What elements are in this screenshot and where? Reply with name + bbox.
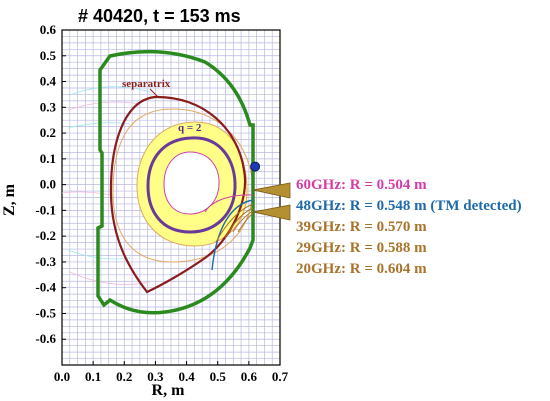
outer-flux-surface: [112, 108, 254, 263]
q2-flux-surface: [146, 136, 237, 234]
microwave-rays: [204, 194, 254, 271]
y-tick-label: -0.6: [35, 331, 56, 346]
x-tick-label: 0.4: [178, 369, 195, 384]
y-tick-label: -0.3: [35, 254, 56, 269]
x-tick-label: 0.3: [147, 369, 164, 384]
separatrix-curve: [109, 95, 247, 294]
y-axis-ticks: 0.6 0.5 0.4 0.3 0.2 0.1 0.0 -0.1 -0.2 -0.3 -0.4 -0.…: [35, 22, 66, 346]
x-axis-ticks: 0.0 0.1 0.2 0.3 0.4 0.5 0.6 0.7: [54, 361, 289, 384]
x-tick-label: 0.5: [210, 369, 227, 384]
y-tick-label: -0.4: [35, 280, 56, 295]
y-tick-label: 0.2: [40, 125, 56, 140]
legend-entry: 20GHz: R = 0.604 m: [296, 261, 427, 277]
legend-entry: 29GHz: R = 0.588 m: [296, 240, 427, 256]
y-tick-label: 0.0: [40, 177, 56, 192]
separatrix-pointer: [149, 88, 159, 98]
y-tick-label: -0.1: [35, 202, 56, 217]
detector-point: [250, 161, 261, 172]
x-tick-label: 0.0: [54, 369, 70, 384]
y-tick-label: 0.4: [40, 74, 57, 89]
vessel-wall: [96, 49, 255, 315]
inner-core-boundary: [163, 151, 220, 215]
y-tick-label: 0.6: [40, 22, 57, 37]
antenna-cone-upper: [252, 182, 291, 199]
x-tick-label: 0.6: [241, 369, 258, 384]
x-tick-label: 0.7: [272, 369, 289, 384]
x-axis-label: R, m: [152, 382, 186, 399]
x-tick-label: 0.2: [116, 369, 132, 384]
plot-frame: [61, 29, 281, 366]
x-tick-label: 0.1: [85, 369, 101, 384]
q2-annotation: q = 2: [178, 122, 202, 134]
legend-entry: 48GHz: R = 0.548 m (TM detected): [296, 198, 522, 214]
frequency-legend: 60GHz: R = 0.504 m 48GHz: R = 0.548 m (TM…: [296, 177, 522, 277]
y-tick-label: 0.3: [40, 99, 57, 114]
y-tick-label: 0.1: [40, 151, 56, 166]
antenna-cone-lower: [252, 204, 291, 221]
legend-entry: 39GHz: R = 0.570 m: [296, 219, 427, 235]
y-tick-label: -0.5: [35, 305, 56, 320]
legend-entry: 60GHz: R = 0.504 m: [296, 177, 427, 193]
y-axis-label: Z, m: [1, 183, 18, 216]
diagram-title: # 40420, t = 153 ms: [78, 6, 241, 26]
y-tick-label: -0.2: [35, 228, 56, 243]
separatrix-annotation: separatrix: [122, 78, 171, 90]
y-tick-label: 0.5: [40, 48, 57, 63]
